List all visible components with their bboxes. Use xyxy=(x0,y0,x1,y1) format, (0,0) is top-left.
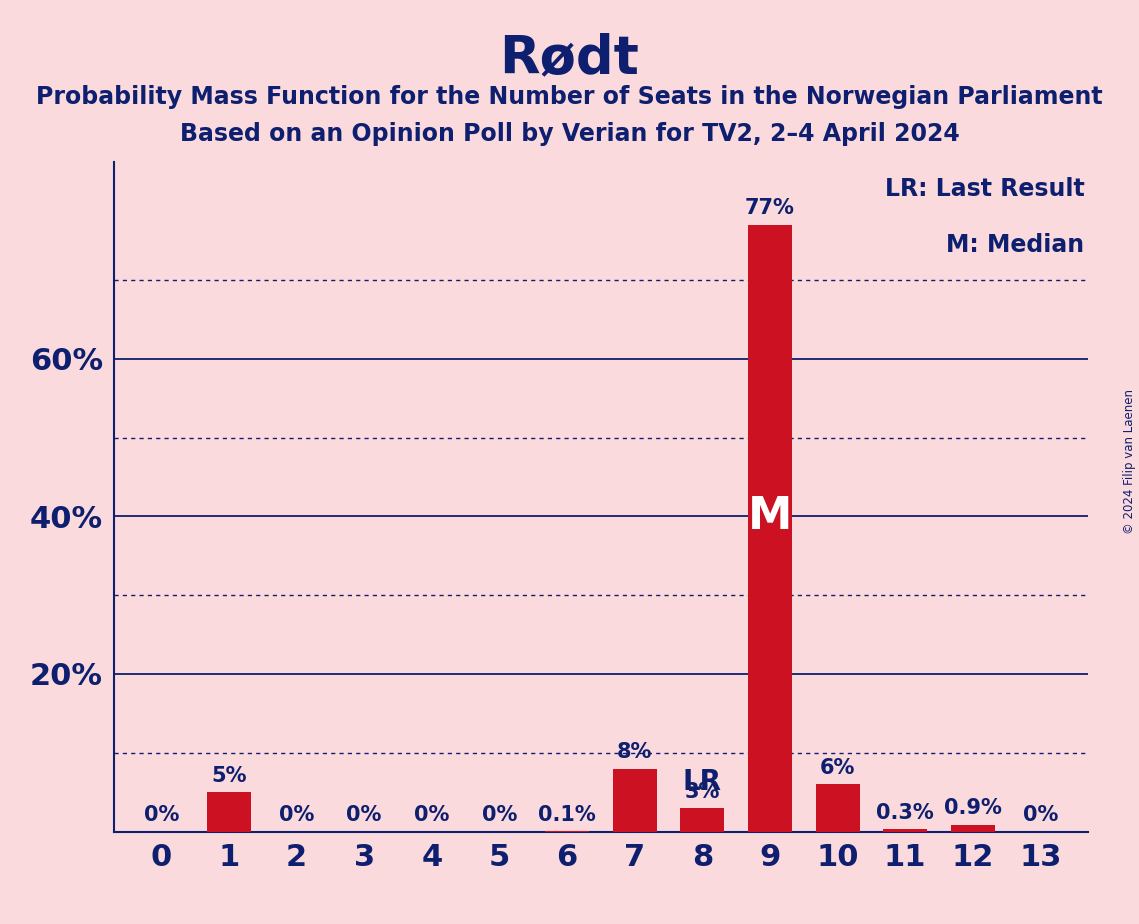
Text: 0%: 0% xyxy=(279,806,314,825)
Bar xyxy=(816,784,860,832)
Text: M: Median: M: Median xyxy=(947,233,1084,257)
Bar xyxy=(680,808,724,832)
Text: Probability Mass Function for the Number of Seats in the Norwegian Parliament: Probability Mass Function for the Number… xyxy=(36,85,1103,109)
Text: 0.3%: 0.3% xyxy=(876,803,934,823)
Text: LR: Last Result: LR: Last Result xyxy=(885,177,1084,201)
Text: 0.9%: 0.9% xyxy=(944,798,1001,819)
Bar xyxy=(207,792,251,832)
Bar xyxy=(951,824,994,832)
Text: LR: LR xyxy=(682,768,722,796)
Text: 3%: 3% xyxy=(685,782,720,802)
Bar xyxy=(613,769,656,832)
Text: 5%: 5% xyxy=(211,766,247,786)
Text: 0%: 0% xyxy=(1023,806,1058,825)
Text: 0%: 0% xyxy=(415,806,450,825)
Text: Based on an Opinion Poll by Verian for TV2, 2–4 April 2024: Based on an Opinion Poll by Verian for T… xyxy=(180,122,959,146)
Text: 8%: 8% xyxy=(617,742,653,762)
Text: 0%: 0% xyxy=(144,806,179,825)
Text: Rødt: Rødt xyxy=(500,32,639,84)
Text: 77%: 77% xyxy=(745,199,795,218)
Text: 0%: 0% xyxy=(346,806,382,825)
Text: 6%: 6% xyxy=(820,758,855,778)
Text: © 2024 Filip van Laenen: © 2024 Filip van Laenen xyxy=(1123,390,1137,534)
Text: 0.1%: 0.1% xyxy=(538,805,596,824)
Text: M: M xyxy=(747,495,792,538)
Text: 0%: 0% xyxy=(482,806,517,825)
Bar xyxy=(748,225,792,832)
Bar xyxy=(883,829,927,832)
